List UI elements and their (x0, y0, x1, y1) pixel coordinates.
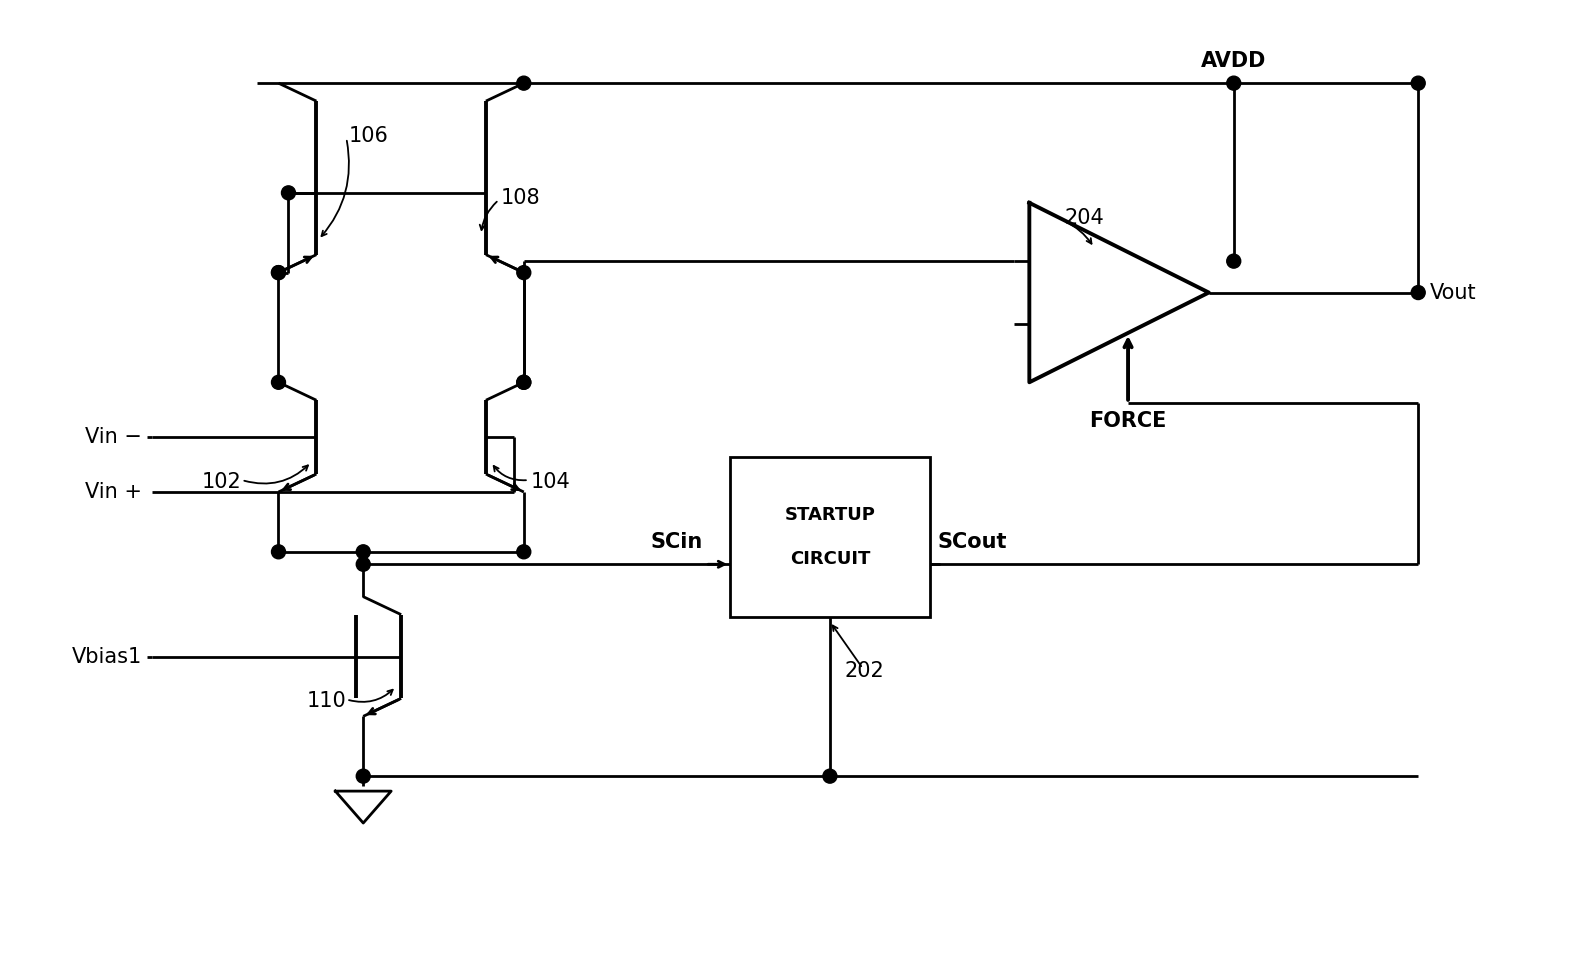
Circle shape (1227, 254, 1240, 268)
Circle shape (517, 76, 531, 90)
Circle shape (271, 266, 286, 279)
Text: 204: 204 (1065, 208, 1104, 228)
Text: 110: 110 (306, 691, 346, 712)
Text: 102: 102 (201, 472, 241, 492)
FancyBboxPatch shape (731, 457, 929, 617)
Text: 104: 104 (531, 472, 570, 492)
Circle shape (356, 769, 370, 783)
Text: FORCE: FORCE (1090, 411, 1167, 430)
Circle shape (1411, 76, 1425, 90)
Text: SCout: SCout (937, 532, 1007, 552)
Circle shape (356, 557, 370, 571)
Text: Vin −: Vin − (85, 427, 142, 447)
Circle shape (281, 186, 295, 200)
Circle shape (1227, 76, 1240, 90)
Text: SCin: SCin (650, 532, 702, 552)
Text: 202: 202 (844, 661, 884, 682)
Circle shape (517, 375, 531, 390)
Circle shape (271, 375, 286, 390)
Circle shape (517, 375, 531, 390)
Text: Vout: Vout (1430, 282, 1476, 303)
Circle shape (356, 544, 370, 559)
Circle shape (517, 544, 531, 559)
Text: Vbias1: Vbias1 (72, 647, 142, 666)
Text: 106: 106 (348, 126, 388, 146)
Circle shape (1411, 285, 1425, 300)
Circle shape (824, 769, 836, 783)
Circle shape (271, 544, 286, 559)
Text: STARTUP: STARTUP (785, 506, 875, 524)
Text: 108: 108 (501, 188, 541, 208)
Text: Vin +: Vin + (85, 482, 142, 502)
Circle shape (271, 266, 286, 279)
Circle shape (517, 266, 531, 279)
Text: CIRCUIT: CIRCUIT (790, 550, 870, 568)
Text: AVDD: AVDD (1202, 51, 1267, 72)
